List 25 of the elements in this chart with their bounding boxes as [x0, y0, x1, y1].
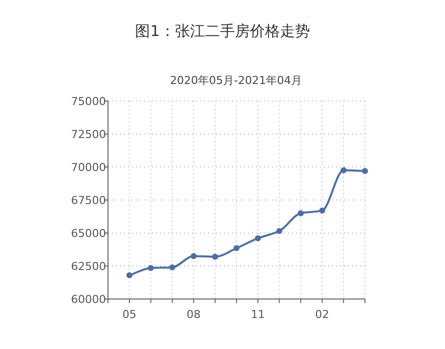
x-tick-label: 05 [122, 308, 136, 321]
y-tick-label: 60000 [71, 293, 106, 306]
point [148, 264, 154, 271]
point [190, 253, 197, 260]
point [276, 228, 282, 234]
chart-title: 图1：张江二手房价格走势 [135, 22, 310, 40]
point [362, 168, 368, 174]
x-tick-label: 02 [315, 308, 330, 321]
y-tick-label: 65000 [71, 227, 106, 240]
point [340, 167, 347, 174]
point [298, 210, 304, 216]
y-tick-label: 72500 [71, 128, 106, 141]
y-tick-label: 75000 [71, 95, 106, 108]
point [234, 245, 240, 252]
point [254, 235, 261, 242]
point [126, 272, 132, 278]
chart-subtitle: 2020年05月-2021年04月 [170, 74, 302, 87]
y-tick-label: 62500 [71, 260, 106, 273]
point [319, 208, 326, 214]
point [169, 264, 176, 270]
x-tick-label: 08 [186, 308, 201, 321]
x-tick-label: 11 [250, 308, 265, 321]
y-tick-label: 70000 [71, 161, 106, 174]
y-tick-label: 67500 [71, 194, 106, 207]
point [212, 254, 218, 260]
